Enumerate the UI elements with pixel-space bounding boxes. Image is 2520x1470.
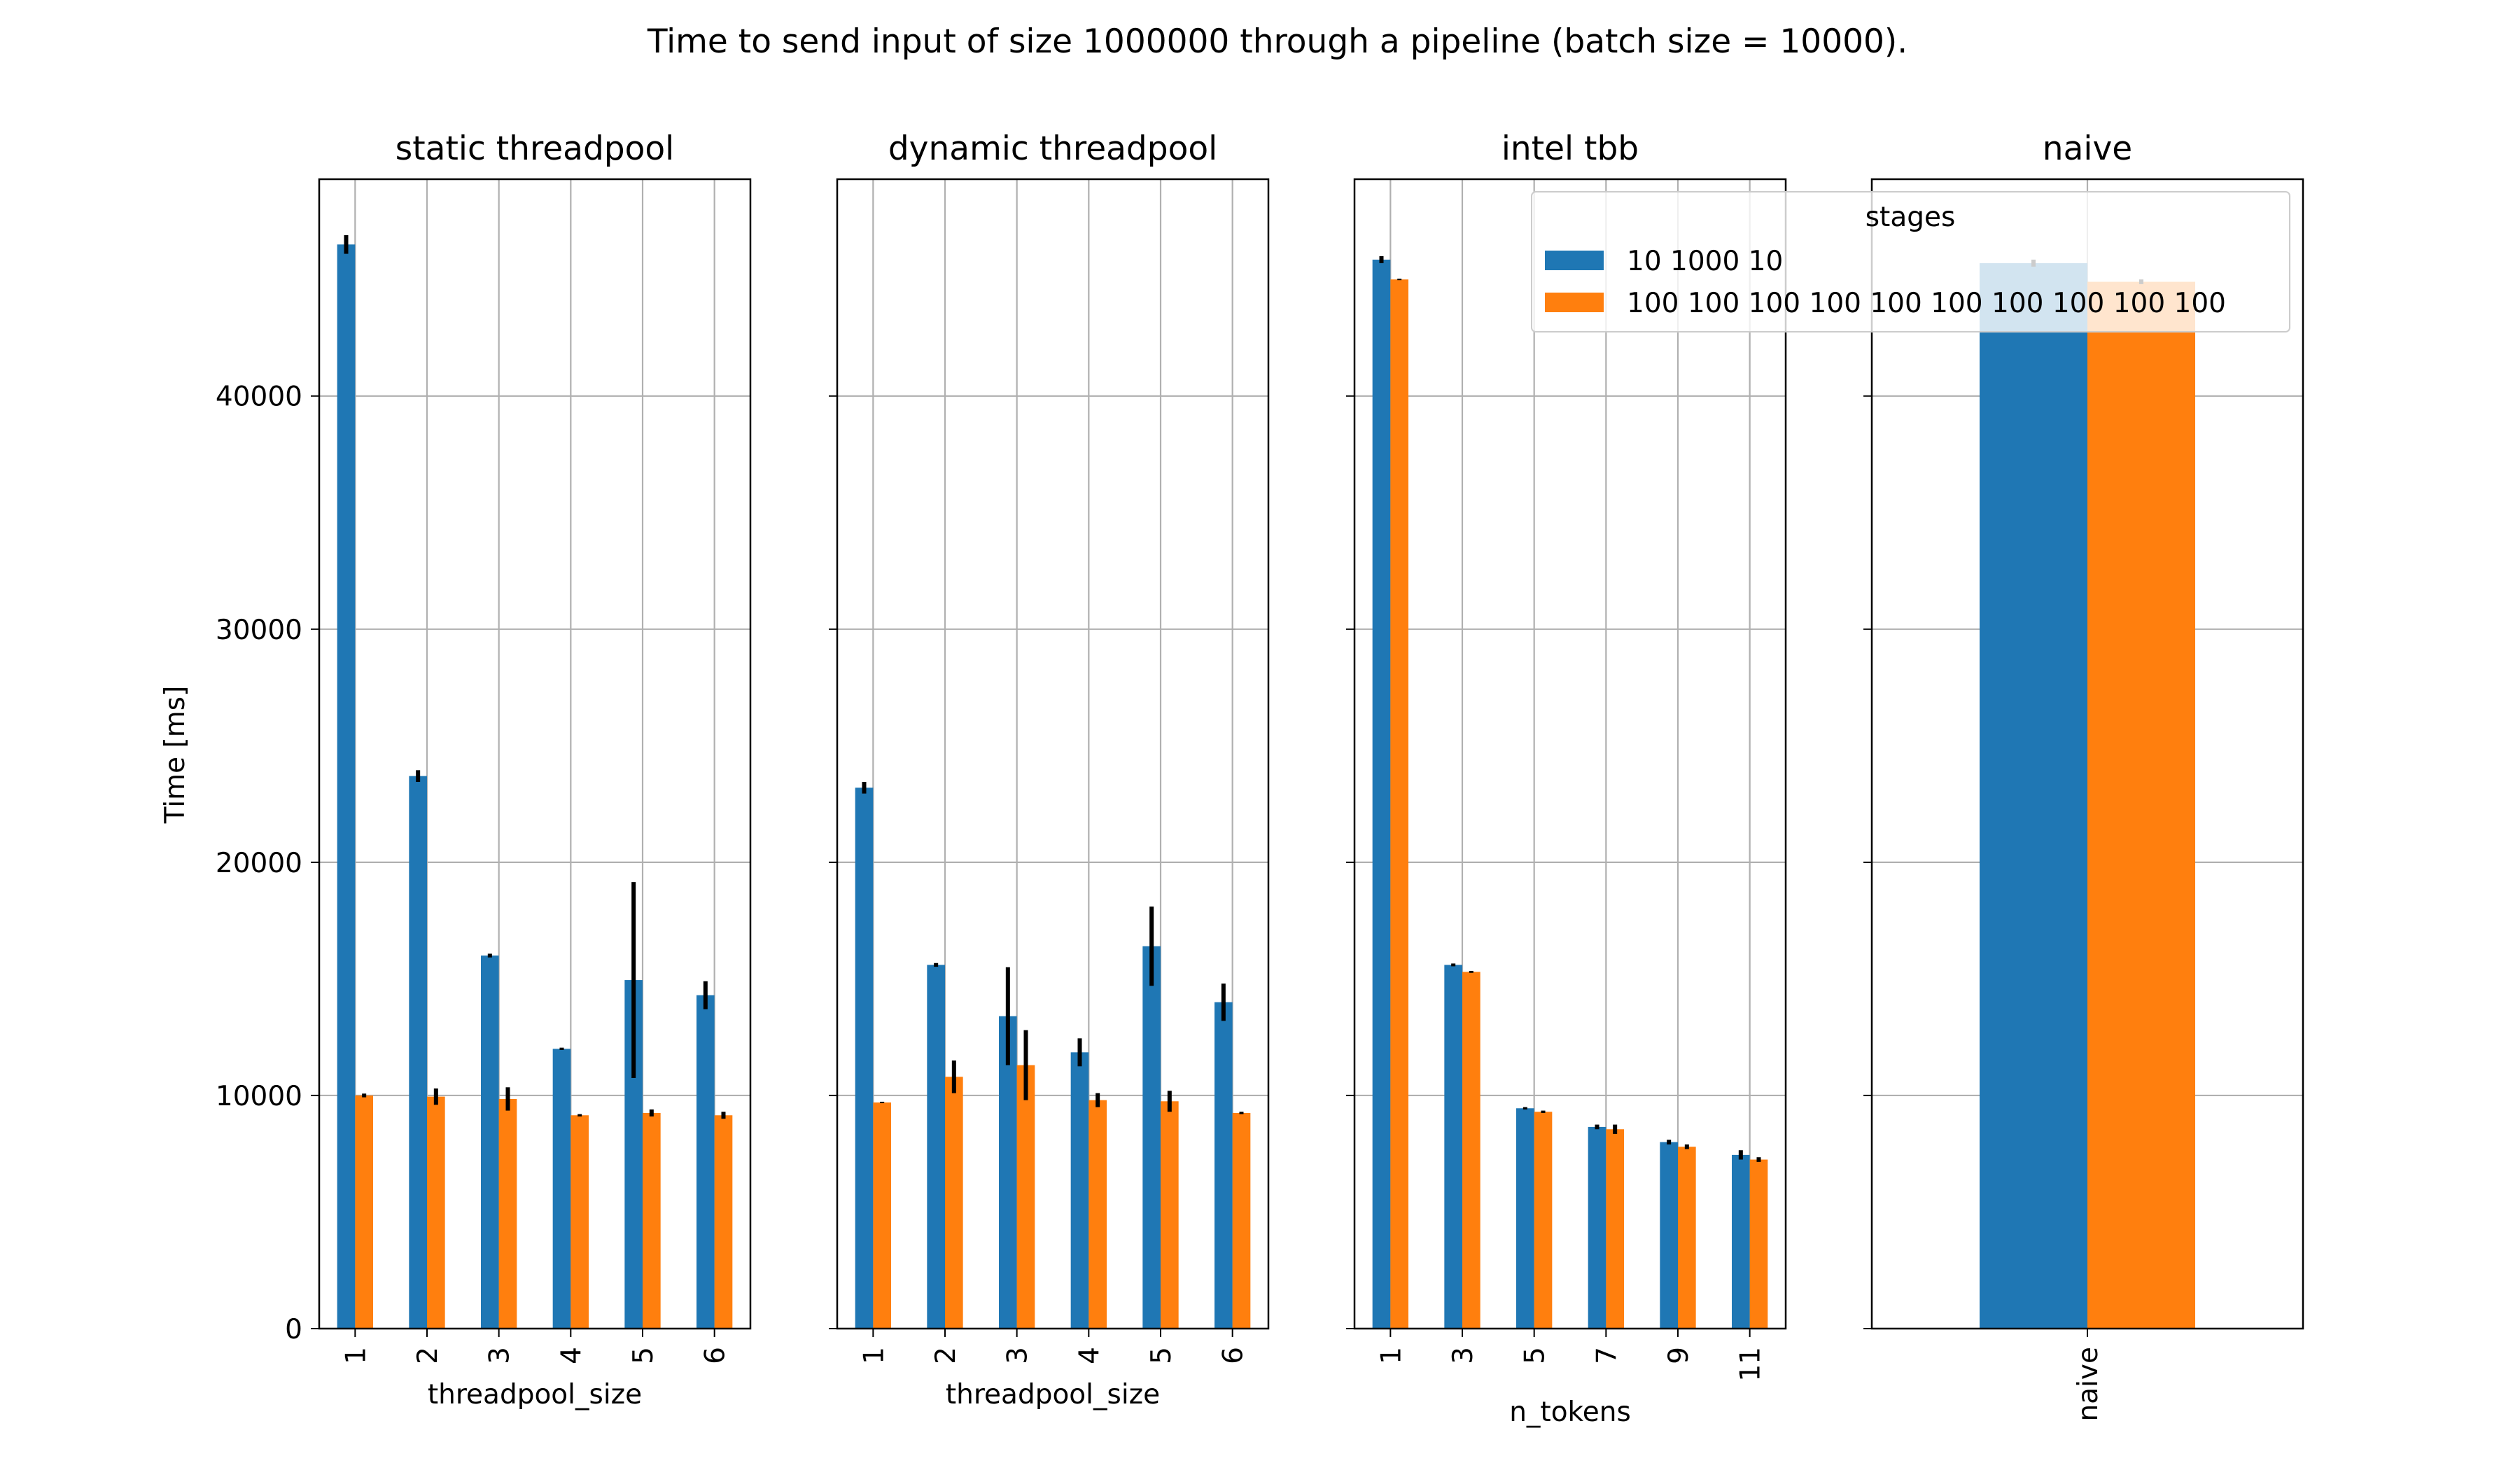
bar-series-2-4 [570, 1115, 589, 1329]
bar-series-1-11 [1732, 1154, 1750, 1329]
bar-series-1-1 [855, 788, 874, 1329]
x-tick-label: 6 [1218, 1347, 1250, 1364]
bar-series-2-4 [1088, 1100, 1107, 1329]
bar-series-1-5 [1142, 946, 1161, 1329]
axes-frame [318, 178, 752, 1330]
bar-series-1-1 [1372, 259, 1391, 1329]
bar-series-2-3 [498, 1098, 517, 1329]
bar-series-2-9 [1678, 1147, 1696, 1329]
bar-series-1-3 [481, 955, 499, 1329]
bar-series-1-2 [927, 965, 945, 1329]
legend-label-series-1: 10 1000 10 [1627, 246, 1783, 277]
x-tick-label: naive [2073, 1347, 2104, 1422]
legend-swatch-series-2 [1545, 293, 1604, 312]
bar-series-1-3 [1444, 965, 1462, 1329]
x-axis-label: threadpool_size [428, 1379, 642, 1410]
x-tick-label: 5 [1146, 1347, 1177, 1364]
bar-series-2-1 [355, 1095, 373, 1329]
bar-series-1-naive [1980, 262, 2087, 1329]
bar-series-1-4 [1070, 1052, 1089, 1329]
x-tick-label: 5 [628, 1347, 659, 1364]
y-tick-label: 0 [285, 1314, 302, 1345]
x-axis-label: n_tokens [1509, 1396, 1631, 1428]
legend-label-series-2: 100 100 100 100 100 100 100 100 100 100 [1627, 288, 2226, 319]
bar-series-2-3 [1462, 972, 1480, 1329]
bar-series-1-6 [696, 995, 715, 1329]
bar-series-2-5 [1161, 1101, 1179, 1329]
panel-title: static threadpool [396, 130, 674, 168]
panel-3: 1 3 5 7 9 11 intel tbb n_tokens [1346, 130, 1787, 1428]
panels: 0 10000 20000 30000 40000 1 2 3 4 5 6 static thread… [216, 130, 2304, 1428]
x-tick-label: 9 [1663, 1347, 1695, 1364]
y-tick-label: 30000 [216, 615, 302, 646]
bar-series-2-5 [643, 1112, 661, 1329]
y-tick-label: 10000 [216, 1081, 302, 1112]
legend: stages 10 1000 10 100 100 100 100 100 10… [1531, 191, 2290, 332]
bar-series-2-11 [1749, 1159, 1768, 1329]
x-tick-label: 1 [340, 1347, 372, 1364]
chart-title: Time to send input of size 1000000 throu… [647, 22, 1907, 61]
bar-series-2-5 [1534, 1112, 1553, 1329]
bar-series-2-7 [1606, 1129, 1624, 1329]
y-tick-label: 40000 [216, 382, 302, 413]
bar-series-2-2 [427, 1096, 445, 1329]
x-tick-label: 5 [1520, 1347, 1551, 1364]
legend-swatch-series-1 [1545, 251, 1604, 270]
panel-4: naive naive [1863, 130, 2304, 1422]
bar-series-1-9 [1660, 1142, 1678, 1329]
panel-2: 1 2 3 4 5 6 dynamic threadpool threadpool_size [829, 130, 1270, 1410]
bar-series-2-naive [2087, 281, 2195, 1329]
x-tick-label: 11 [1735, 1347, 1767, 1382]
panel-title: naive [2043, 130, 2132, 168]
x-tick-label: 3 [1002, 1347, 1034, 1364]
bar-series-1-1 [337, 244, 356, 1329]
x-tick-label: 7 [1591, 1347, 1623, 1364]
x-tick-label: 1 [1376, 1347, 1407, 1364]
x-tick-label: 1 [858, 1347, 890, 1364]
panel-1: 0 10000 20000 30000 40000 1 2 3 4 5 6 static thread… [216, 130, 752, 1410]
bar-series-1-5 [1516, 1108, 1534, 1329]
legend-frame [1531, 191, 2290, 332]
y-tick-label: 20000 [216, 848, 302, 879]
legend-title: stages [1865, 202, 1956, 233]
panel-title: intel tbb [1502, 130, 1639, 168]
bar-series-1-6 [1214, 1002, 1233, 1329]
bar-series-2-2 [945, 1077, 963, 1329]
bar-series-2-6 [1232, 1112, 1251, 1329]
bar-series-1-2 [409, 776, 427, 1329]
axes-frame [1353, 178, 1787, 1330]
x-tick-label: 6 [700, 1347, 732, 1364]
bar-series-2-1 [1390, 279, 1408, 1329]
x-tick-label: 4 [1074, 1347, 1105, 1364]
x-tick-label: 4 [556, 1347, 587, 1364]
bar-series-1-7 [1588, 1126, 1606, 1329]
panel-title: dynamic threadpool [888, 130, 1217, 168]
bar-series-2-3 [1016, 1065, 1035, 1329]
bar-series-2-6 [714, 1115, 733, 1329]
x-tick-label: 3 [484, 1347, 516, 1364]
bar-series-1-3 [999, 1016, 1017, 1329]
bar-series-1-4 [552, 1049, 571, 1329]
x-tick-label: 2 [412, 1347, 444, 1364]
x-tick-label: 2 [930, 1347, 962, 1364]
axes-frame [836, 178, 1270, 1330]
bar-series-2-1 [873, 1102, 891, 1329]
y-axis-label: Time [ms] [160, 686, 191, 825]
x-tick-label: 3 [1448, 1347, 1479, 1364]
x-axis-label: threadpool_size [946, 1379, 1160, 1410]
